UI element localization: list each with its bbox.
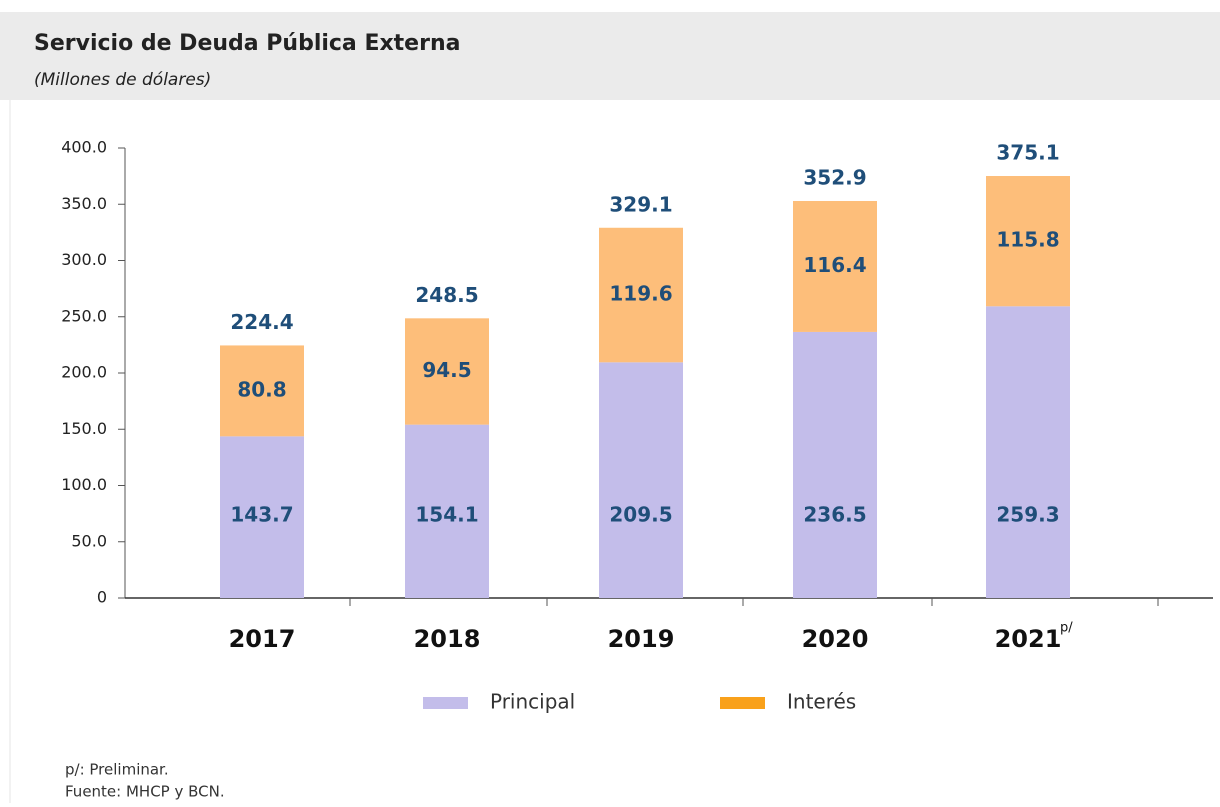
footnote: p/: Preliminar. — [65, 761, 169, 779]
bar-segment — [986, 176, 1070, 307]
data-label: 236.5 — [803, 503, 866, 527]
x-tick-label: 2020 — [802, 625, 869, 653]
legend-label: Principal — [490, 690, 575, 714]
legend-swatch — [423, 697, 468, 709]
data-label: 80.8 — [237, 377, 286, 401]
y-tick-label: 400.0 — [61, 138, 107, 157]
y-tick-label: 200.0 — [61, 363, 107, 382]
bar-segment — [599, 362, 683, 598]
total-label: 329.1 — [609, 192, 672, 216]
legend-label: Interés — [787, 690, 856, 714]
y-tick-label: 50.0 — [71, 531, 107, 550]
bar-segment — [599, 227, 683, 363]
category-note: p/ — [1060, 621, 1073, 636]
data-label: 119.6 — [609, 282, 672, 306]
total-label: 352.9 — [803, 165, 866, 189]
data-label: 116.4 — [803, 253, 866, 277]
data-label: 115.8 — [996, 228, 1059, 252]
total-label: 375.1 — [996, 141, 1059, 165]
y-tick-label: 250.0 — [61, 306, 107, 325]
y-tick-label: 350.0 — [61, 194, 107, 213]
header-band — [0, 12, 1220, 100]
x-tick-label: 2017 — [229, 625, 296, 653]
x-tick-label: 2019 — [608, 625, 675, 653]
x-tick-label: 2018 — [414, 625, 481, 653]
total-label: 224.4 — [230, 310, 293, 334]
bar-segment — [405, 424, 489, 598]
bar-segment — [220, 436, 304, 598]
chart-title: Servicio de Deuda Pública Externa — [34, 31, 460, 56]
data-label: 143.7 — [230, 503, 293, 527]
data-label: 259.3 — [996, 503, 1059, 527]
y-tick-label: 300.0 — [61, 250, 107, 269]
bar-segment — [793, 200, 877, 332]
footnote: Fuente: MHCP y BCN. — [65, 783, 225, 801]
x-tick-label: 2021 — [995, 625, 1062, 653]
bar-segment — [220, 345, 304, 437]
legend-swatch — [720, 697, 765, 709]
y-tick-label: 150.0 — [61, 419, 107, 438]
bar-segment — [405, 318, 489, 425]
y-tick-label: 100.0 — [61, 475, 107, 494]
bar-segment — [986, 306, 1070, 598]
chart-subtitle: (Millones de dólares) — [34, 70, 211, 90]
total-label: 248.5 — [415, 283, 478, 307]
data-label: 94.5 — [422, 358, 471, 382]
y-tick-label: 0 — [97, 588, 107, 607]
data-label: 209.5 — [609, 503, 672, 527]
bar-segment — [793, 331, 877, 598]
data-label: 154.1 — [415, 503, 478, 527]
